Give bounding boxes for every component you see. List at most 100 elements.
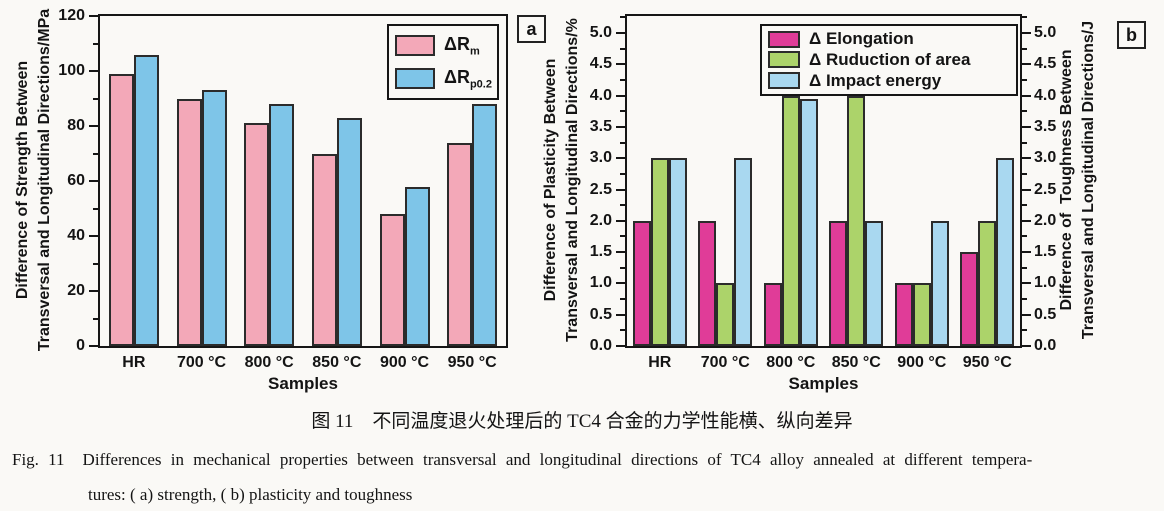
bar bbox=[960, 252, 979, 346]
y-minor-tick bbox=[620, 141, 625, 144]
y-minor-tick-right bbox=[1022, 266, 1027, 269]
category-label: 800 °C bbox=[244, 354, 294, 371]
y-minor-tick bbox=[620, 298, 625, 301]
panel-a-y-axis-label: Difference of Strength Between Transvers… bbox=[12, 0, 56, 380]
y-tick-label: 120 bbox=[58, 7, 85, 24]
y-major-tick-right bbox=[1022, 63, 1031, 66]
y-major-tick bbox=[89, 290, 98, 292]
legend-swatch bbox=[768, 30, 800, 48]
panel-a-plot-area: 0 20 40 60 80 100 120 HR 700 °C 800 °C 850 °C 900 °… bbox=[58, 7, 508, 371]
bar bbox=[311, 153, 337, 346]
legend-item: Δ Impact energy bbox=[768, 71, 1010, 91]
caption-figure-number: Fig. 11 bbox=[12, 450, 65, 469]
y-major-tick bbox=[616, 63, 625, 66]
y-tick-label: 0.5 bbox=[589, 305, 612, 323]
category-label: 900 °C bbox=[897, 354, 947, 371]
y-tick-label-right: 0.5 bbox=[1034, 305, 1057, 323]
legend-item: ΔRm bbox=[395, 33, 491, 58]
bar bbox=[201, 90, 227, 346]
category-label: HR bbox=[122, 354, 146, 371]
caption-english-line1: Fig. 11 Differences in mechanical propert… bbox=[12, 450, 1032, 470]
y-minor-tick-right bbox=[1022, 47, 1027, 50]
y-minor-tick bbox=[620, 329, 625, 332]
category-label: 900 °C bbox=[379, 354, 430, 371]
y-minor-tick bbox=[620, 110, 625, 113]
panel-b-tag: b bbox=[1117, 21, 1146, 49]
bar bbox=[632, 220, 651, 346]
panel-b-plot-area: 0.0 0.0 0.5 0.5 1.0 1.0 1.5 1.5 2.0 2.0 2.5 2.5 3.0 3… bbox=[590, 14, 1056, 371]
y-major-tick-right bbox=[1022, 282, 1031, 285]
y-tick-label: 100 bbox=[58, 62, 85, 79]
panel-b-right-y-axis-label-line2: Transversal and Longitudinal Directions/… bbox=[1080, 20, 1097, 340]
y-tick-label: 1.5 bbox=[589, 243, 612, 261]
bar bbox=[108, 73, 134, 346]
legend: ΔRm ΔRp0.2 bbox=[387, 24, 499, 100]
bar bbox=[829, 220, 848, 346]
y-major-tick bbox=[616, 94, 625, 97]
y-major-tick-right bbox=[1022, 157, 1031, 160]
legend-item: Δ Elongation bbox=[768, 29, 1010, 49]
y-minor-tick bbox=[620, 47, 625, 50]
y-minor-tick bbox=[93, 42, 98, 45]
y-major-tick bbox=[616, 125, 625, 128]
y-minor-tick bbox=[620, 204, 625, 207]
panel-a-y-axis-label-line1: Difference of Strength Between bbox=[14, 60, 31, 300]
panel-a-tag: a bbox=[517, 15, 546, 43]
legend-label: Δ Ruduction of area bbox=[809, 49, 971, 69]
y-major-tick bbox=[89, 15, 98, 17]
y-major-tick-right bbox=[1022, 125, 1031, 128]
bar bbox=[650, 158, 669, 346]
y-minor-tick bbox=[620, 16, 625, 19]
legend: Δ Elongation Δ Ruduction of area Δ Impact … bbox=[760, 24, 1018, 96]
bar bbox=[404, 186, 430, 346]
bar bbox=[978, 220, 997, 346]
caption-english-line2: tures: ( a) strength, ( b) plasticity an… bbox=[88, 485, 413, 504]
bar bbox=[781, 95, 800, 346]
bar bbox=[763, 283, 782, 346]
y-major-tick bbox=[89, 235, 98, 237]
y-minor-tick bbox=[93, 317, 98, 320]
bar bbox=[133, 54, 159, 346]
bar bbox=[472, 104, 498, 346]
bar bbox=[847, 95, 866, 346]
y-tick-label: 0 bbox=[76, 337, 85, 354]
y-major-tick-right bbox=[1022, 32, 1031, 34]
bar bbox=[698, 220, 717, 346]
category-label: HR bbox=[648, 354, 672, 371]
caption-english-text: Differences in mechanical properties bet… bbox=[82, 450, 1033, 469]
y-minor-tick bbox=[620, 78, 625, 81]
y-minor-tick bbox=[620, 266, 625, 269]
y-minor-tick bbox=[620, 235, 625, 238]
y-minor-tick bbox=[620, 172, 625, 175]
bar bbox=[930, 220, 949, 346]
y-major-tick bbox=[89, 345, 98, 347]
y-tick-label: 4.0 bbox=[589, 86, 612, 104]
y-minor-tick-right bbox=[1022, 110, 1027, 113]
category-label: 700 °C bbox=[700, 354, 750, 371]
legend-swatch bbox=[768, 72, 800, 90]
category-label: 800 °C bbox=[766, 354, 816, 371]
bar bbox=[912, 283, 931, 346]
y-minor-tick bbox=[93, 207, 98, 210]
y-minor-tick-right bbox=[1022, 235, 1027, 238]
y-tick-label: 60 bbox=[67, 172, 85, 189]
y-minor-tick bbox=[93, 152, 98, 155]
panel-b-x-axis-title: Samples bbox=[788, 374, 859, 393]
legend-item: ΔRp0.2 bbox=[395, 67, 492, 90]
bar bbox=[865, 220, 884, 346]
y-major-tick-right bbox=[1022, 188, 1031, 191]
legend-label: ΔRm bbox=[444, 33, 480, 58]
y-major-tick-right bbox=[1022, 251, 1031, 254]
caption-chinese: 图 11 不同温度退火处理后的 TC4 合金的力学性能横、纵向差异 bbox=[311, 411, 853, 432]
bar bbox=[269, 104, 295, 346]
y-tick-label-right: 4.0 bbox=[1034, 86, 1057, 104]
panel-b-left-y-axis-label: Difference of Plasticity Between Transve… bbox=[540, 0, 584, 380]
y-minor-tick-right bbox=[1022, 172, 1027, 175]
bar bbox=[894, 283, 913, 346]
y-minor-tick-right bbox=[1022, 329, 1027, 332]
y-major-tick-right bbox=[1022, 94, 1031, 97]
bar bbox=[447, 142, 473, 346]
y-major-tick bbox=[616, 219, 625, 222]
panel-b-right-y-axis-label-line1: Difference of Toughness Between bbox=[1058, 49, 1075, 311]
y-tick-label-right: 4.5 bbox=[1034, 55, 1057, 73]
